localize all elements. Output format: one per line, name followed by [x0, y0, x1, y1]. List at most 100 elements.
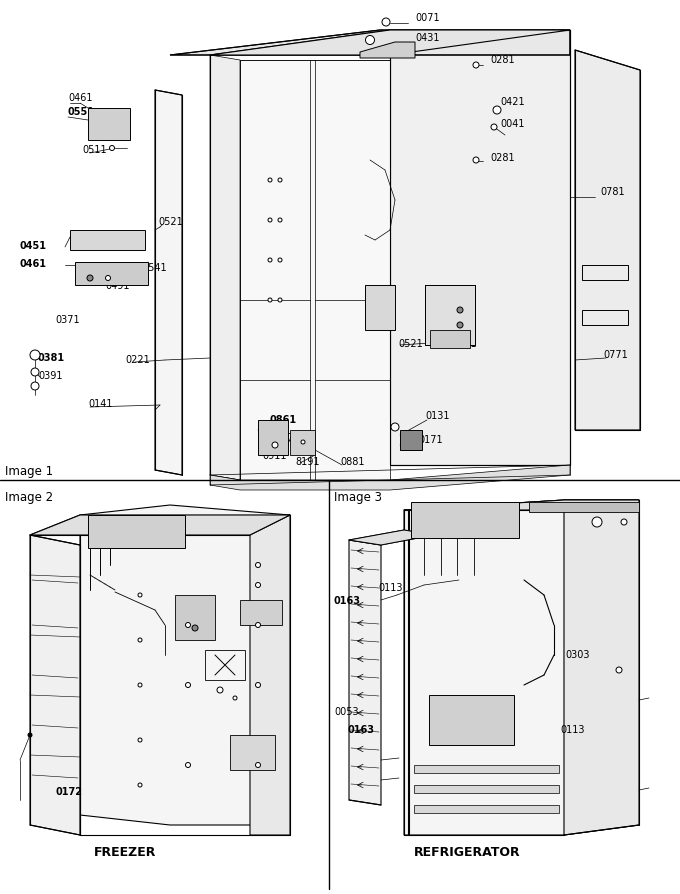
Polygon shape — [88, 515, 185, 548]
Text: 0461: 0461 — [20, 259, 47, 269]
Polygon shape — [30, 515, 290, 535]
Polygon shape — [360, 42, 415, 58]
Text: FREEZER: FREEZER — [94, 846, 156, 858]
Circle shape — [31, 368, 39, 376]
Polygon shape — [240, 600, 282, 625]
Text: 0391: 0391 — [38, 371, 63, 381]
Polygon shape — [404, 500, 639, 835]
Circle shape — [109, 146, 114, 150]
Text: 0781: 0781 — [600, 187, 625, 197]
Text: 0281: 0281 — [490, 55, 515, 65]
Circle shape — [621, 519, 627, 525]
Polygon shape — [240, 60, 390, 480]
Circle shape — [30, 350, 40, 360]
Polygon shape — [75, 262, 148, 285]
Polygon shape — [258, 420, 288, 455]
Text: 0461: 0461 — [68, 93, 92, 103]
Polygon shape — [290, 430, 315, 455]
Circle shape — [457, 307, 463, 313]
Polygon shape — [349, 530, 434, 545]
Text: 0551: 0551 — [68, 107, 95, 117]
Text: 0541: 0541 — [452, 339, 477, 349]
Polygon shape — [365, 285, 395, 330]
Text: 0163: 0163 — [334, 596, 361, 606]
Circle shape — [105, 275, 110, 281]
Polygon shape — [30, 535, 80, 835]
Text: 0451: 0451 — [20, 241, 47, 251]
Polygon shape — [400, 430, 422, 450]
Circle shape — [138, 593, 142, 597]
Circle shape — [491, 124, 497, 130]
Circle shape — [366, 36, 375, 45]
Polygon shape — [210, 30, 570, 55]
Text: 0131: 0131 — [425, 411, 449, 421]
Circle shape — [391, 423, 399, 431]
Text: 0381: 0381 — [38, 353, 65, 363]
Circle shape — [493, 106, 501, 114]
Text: 0371: 0371 — [55, 315, 80, 325]
Circle shape — [278, 258, 282, 262]
Polygon shape — [390, 30, 570, 465]
Circle shape — [473, 62, 479, 68]
Polygon shape — [414, 765, 559, 773]
Polygon shape — [88, 108, 130, 140]
Circle shape — [616, 667, 622, 673]
Circle shape — [256, 682, 260, 687]
Polygon shape — [575, 50, 640, 430]
Text: 0113: 0113 — [378, 583, 403, 593]
Text: Image 3: Image 3 — [334, 492, 382, 504]
Polygon shape — [70, 230, 145, 250]
Text: 0601: 0601 — [446, 303, 471, 313]
Circle shape — [301, 440, 305, 444]
Polygon shape — [404, 500, 639, 510]
Text: Image 2: Image 2 — [5, 492, 53, 504]
Text: 0303: 0303 — [565, 650, 590, 660]
Polygon shape — [564, 500, 639, 835]
Text: 0511: 0511 — [82, 145, 107, 155]
Polygon shape — [425, 285, 475, 345]
Text: 0521: 0521 — [158, 217, 183, 227]
Text: 0421: 0421 — [500, 97, 525, 107]
Circle shape — [186, 622, 190, 628]
Text: 0141: 0141 — [88, 399, 112, 409]
Polygon shape — [349, 540, 381, 805]
Text: 0771: 0771 — [603, 350, 628, 360]
Circle shape — [87, 275, 93, 281]
Circle shape — [186, 763, 190, 768]
Polygon shape — [80, 505, 290, 825]
Circle shape — [192, 625, 198, 631]
Text: 0221: 0221 — [125, 355, 150, 365]
Circle shape — [268, 298, 272, 302]
Circle shape — [268, 258, 272, 262]
Text: REFRIGERATOR: REFRIGERATOR — [414, 846, 521, 858]
Circle shape — [278, 178, 282, 182]
Circle shape — [28, 733, 32, 737]
Polygon shape — [170, 30, 570, 55]
Polygon shape — [250, 515, 290, 835]
Polygon shape — [429, 695, 514, 745]
Polygon shape — [175, 595, 215, 640]
Text: 0053: 0053 — [334, 707, 358, 717]
Text: 0281: 0281 — [490, 153, 515, 163]
Polygon shape — [430, 330, 470, 348]
Text: 0172: 0172 — [56, 787, 83, 797]
Text: 0861: 0861 — [270, 415, 297, 425]
Circle shape — [256, 583, 260, 587]
Text: 0911: 0911 — [262, 451, 286, 461]
Circle shape — [138, 683, 142, 687]
Circle shape — [382, 18, 390, 26]
Polygon shape — [414, 805, 559, 813]
Text: 0431: 0431 — [415, 33, 439, 43]
Circle shape — [278, 218, 282, 222]
Circle shape — [138, 783, 142, 787]
Polygon shape — [210, 55, 240, 480]
Circle shape — [256, 763, 260, 768]
Circle shape — [217, 687, 223, 693]
Text: 0871: 0871 — [275, 433, 300, 443]
Text: 0163: 0163 — [348, 725, 375, 735]
Text: Image 1: Image 1 — [5, 466, 53, 478]
Text: 0171: 0171 — [418, 435, 443, 445]
Text: 0881: 0881 — [340, 457, 364, 467]
Polygon shape — [210, 465, 570, 490]
Text: 0611: 0611 — [446, 285, 471, 295]
